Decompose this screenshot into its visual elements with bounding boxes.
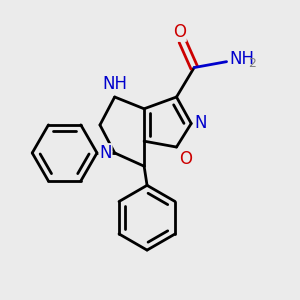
Text: O: O — [173, 23, 186, 41]
Text: O: O — [179, 150, 192, 168]
Text: N: N — [99, 144, 112, 162]
Text: NH: NH — [230, 50, 254, 68]
Text: 2: 2 — [248, 57, 256, 70]
Text: NH: NH — [102, 75, 127, 93]
Text: N: N — [194, 115, 207, 133]
